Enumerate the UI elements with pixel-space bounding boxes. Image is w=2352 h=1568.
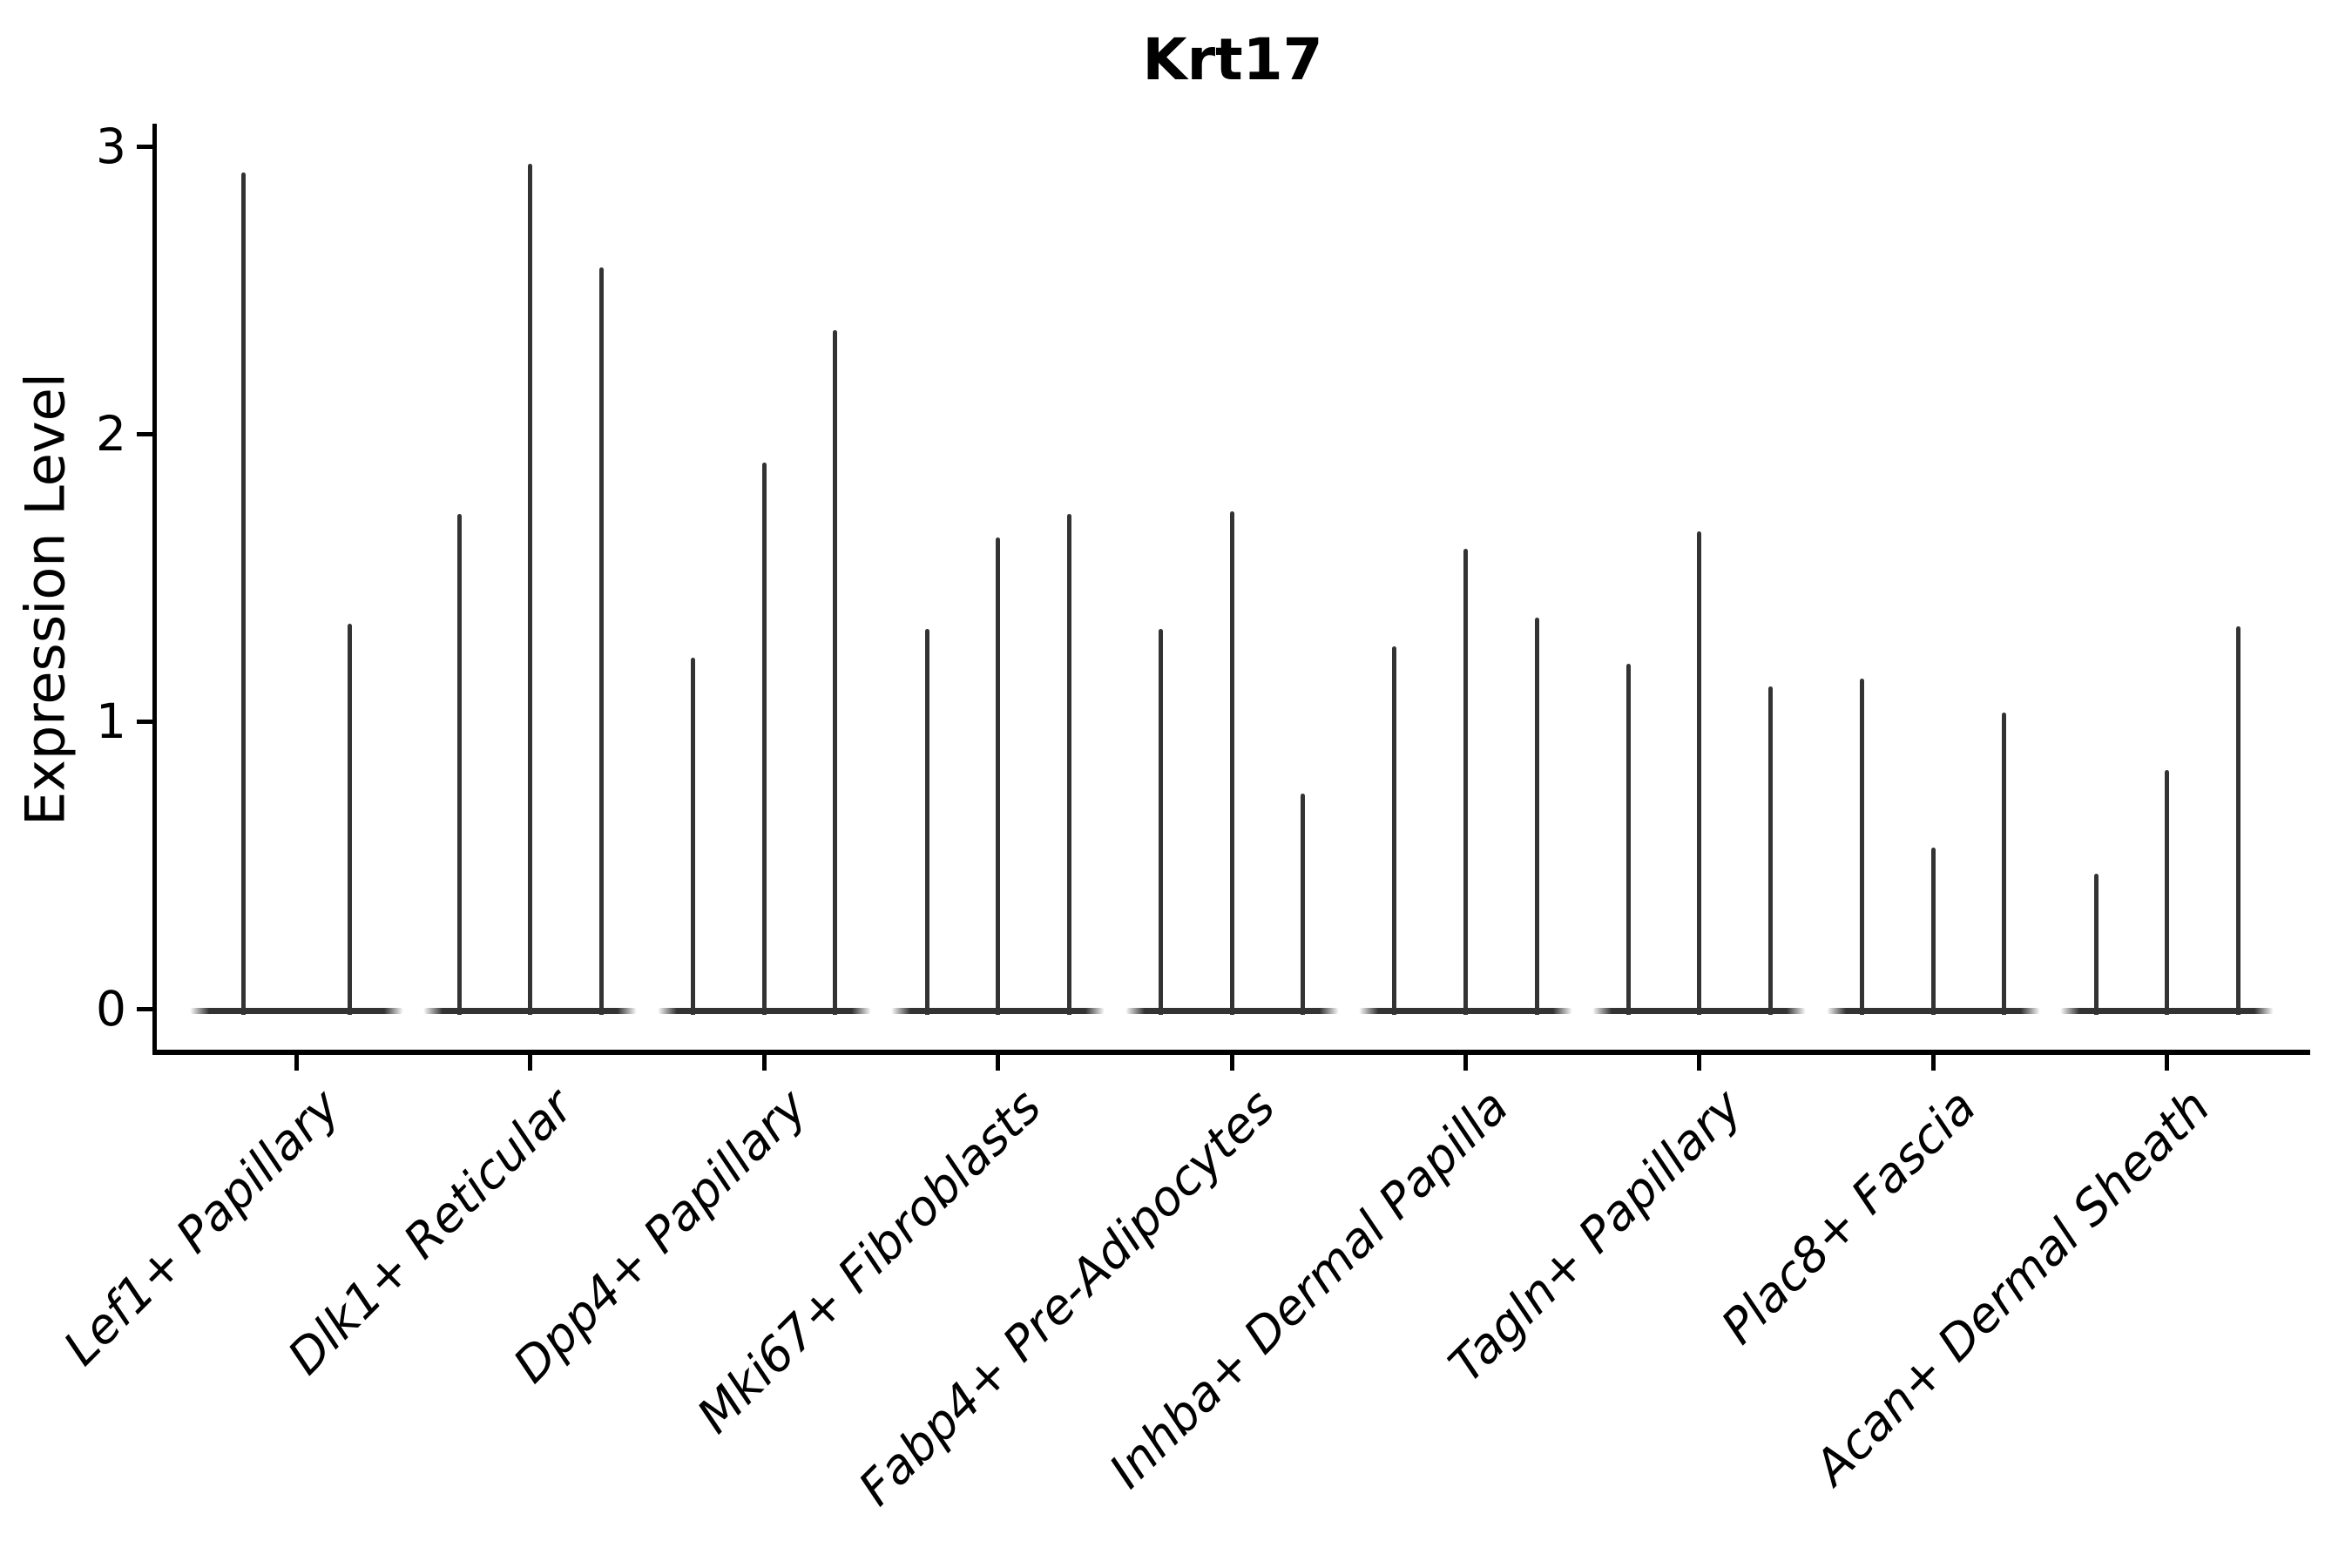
x-tick-mark: [996, 1055, 1001, 1071]
violin-spike: [2093, 873, 2099, 1015]
y-tick-label: 1: [96, 693, 126, 749]
violin-spike: [1768, 686, 1774, 1015]
x-tick-mark: [294, 1055, 299, 1071]
violin-spike: [456, 514, 462, 1015]
y-axis-spine: [152, 124, 157, 1055]
y-tick-label: 2: [96, 406, 126, 462]
violin-spike: [1301, 793, 1306, 1015]
violin-spike: [1697, 531, 1702, 1015]
violin-spike: [691, 658, 696, 1015]
x-tick-mark: [761, 1055, 767, 1071]
y-tick-mark: [137, 431, 152, 436]
violin-spike: [1158, 629, 1163, 1015]
violin-spike: [1229, 511, 1234, 1015]
violin-spike: [996, 537, 1001, 1015]
x-tick-mark: [1697, 1055, 1702, 1071]
violin-spike: [528, 163, 533, 1015]
y-tick-label: 3: [96, 118, 126, 174]
violin-spike: [833, 330, 838, 1015]
chart-title: Krt17: [1142, 26, 1323, 93]
y-tick-mark: [137, 719, 152, 724]
violin-spike: [1463, 549, 1468, 1015]
y-tick-mark: [137, 144, 152, 149]
x-tick-mark: [1930, 1055, 1936, 1071]
x-tick-label: Inhba+ Dermal Papilla: [1098, 1078, 1519, 1499]
violin-spike: [2002, 713, 2007, 1015]
x-tick-mark: [1463, 1055, 1468, 1071]
x-tick-label: Acan+ Dermal Sheath: [1803, 1078, 2220, 1496]
violin-spike: [1392, 646, 1397, 1015]
x-tick-mark: [1229, 1055, 1234, 1071]
y-tick-mark: [137, 1006, 152, 1011]
violin-spike: [1066, 514, 1071, 1015]
x-tick-mark: [2165, 1055, 2170, 1071]
violin-spike: [348, 623, 353, 1015]
y-tick-label: 0: [96, 981, 126, 1037]
violin-spike: [1930, 848, 1936, 1015]
x-axis-spine: [152, 1050, 2310, 1055]
violin-spike: [924, 629, 929, 1015]
violin-spike: [1534, 618, 1539, 1015]
x-tick-mark: [528, 1055, 533, 1071]
violin-base: [190, 1008, 403, 1014]
violin-spike: [1625, 664, 1631, 1015]
violin-spike: [2165, 770, 2170, 1015]
violin-spike: [240, 172, 246, 1015]
violin-spike: [1860, 678, 1865, 1015]
violin-spike: [761, 463, 767, 1015]
x-tick-label: Fabp4+ Pre-Adipocytes: [848, 1078, 1286, 1517]
violin-spike: [2235, 626, 2240, 1015]
violin-spike: [599, 267, 605, 1015]
